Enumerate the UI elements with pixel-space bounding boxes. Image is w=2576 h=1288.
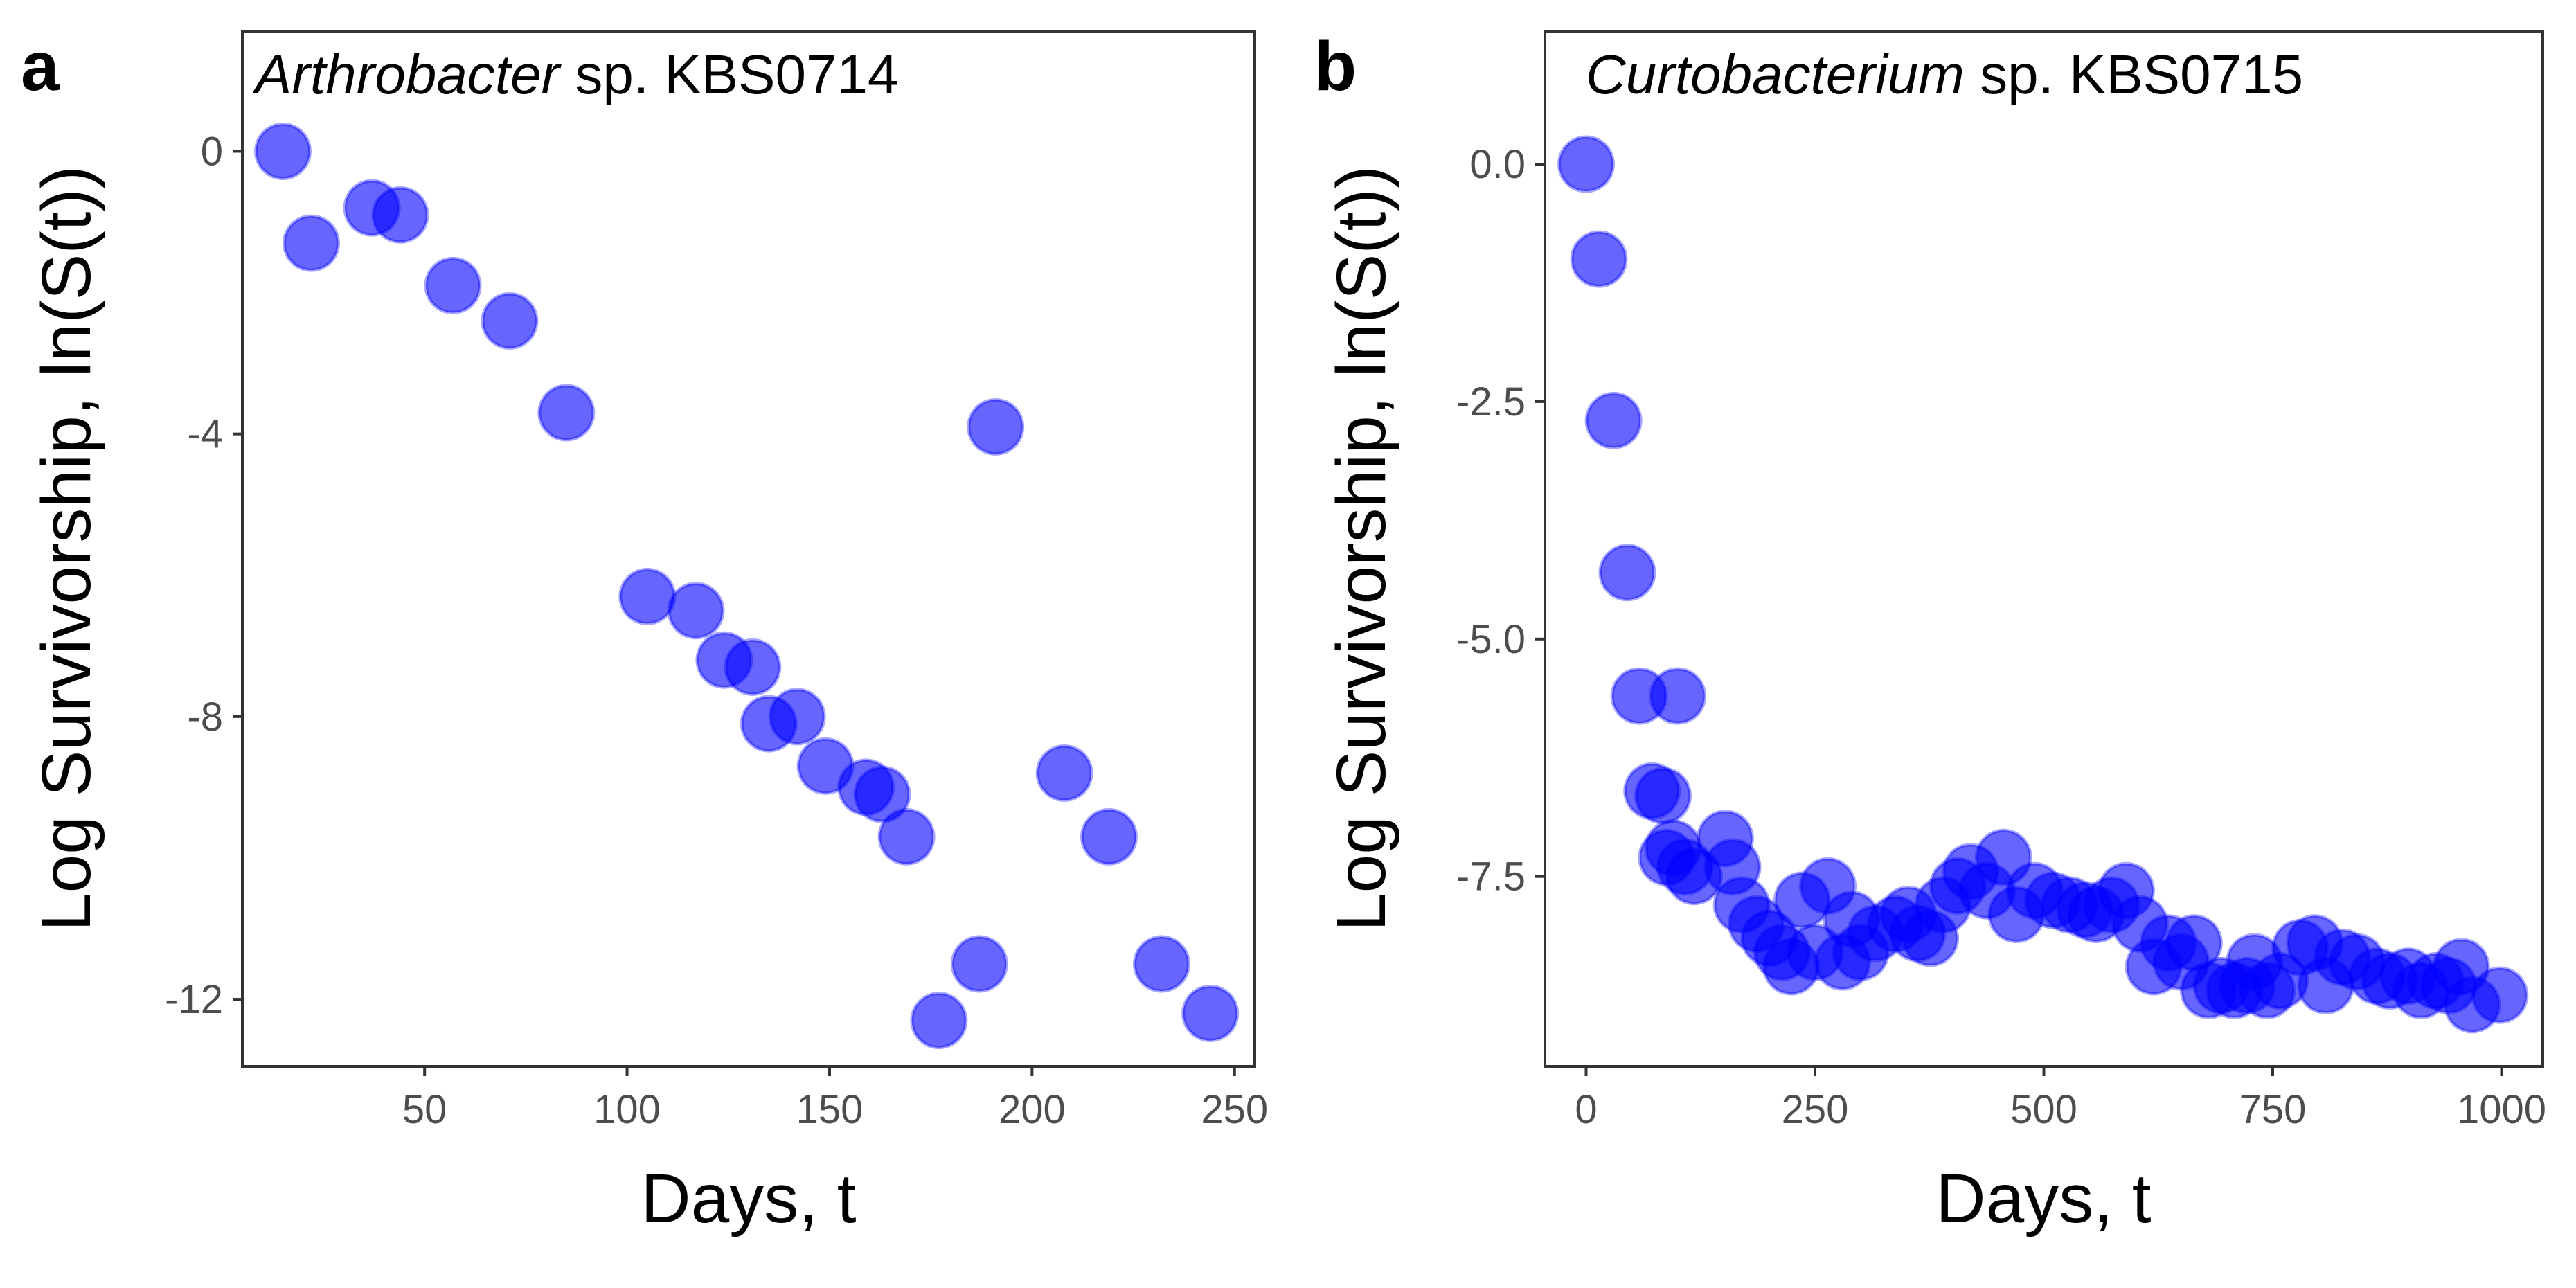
panel-a-title-rest: sp. KBS0714 bbox=[560, 44, 898, 105]
y-tick-label: -4 bbox=[187, 412, 223, 457]
data-point bbox=[2471, 966, 2529, 1024]
y-tick-label: 0 bbox=[201, 129, 223, 174]
x-tick-label: 200 bbox=[999, 1087, 1066, 1132]
data-point bbox=[667, 582, 725, 640]
data-point bbox=[1557, 135, 1615, 193]
data-point bbox=[424, 256, 482, 314]
data-point bbox=[910, 992, 968, 1050]
data-point bbox=[1649, 667, 1707, 725]
data-point bbox=[724, 638, 782, 696]
y-tick-label: -12 bbox=[165, 977, 223, 1022]
panel-a-x-axis-title: Days, t bbox=[641, 1160, 856, 1237]
data-point bbox=[877, 807, 936, 866]
data-point bbox=[618, 567, 677, 625]
data-point bbox=[1584, 391, 1643, 449]
panel-b-points bbox=[1557, 135, 2529, 1034]
panel-a-title: Arthrobacter sp. KBS0714 bbox=[252, 44, 898, 105]
panel-a-y-axis-title: Log Survivorship, ln(S(t)) bbox=[28, 166, 105, 931]
data-point bbox=[853, 765, 911, 823]
panel-a-y-ticks: 0 -4 -8 -12 bbox=[165, 129, 242, 1022]
data-point bbox=[1035, 744, 1093, 803]
panel-b-letter: b bbox=[1314, 28, 1357, 105]
x-tick-label: 750 bbox=[2239, 1087, 2307, 1132]
x-tick-label: 250 bbox=[1782, 1087, 1849, 1132]
panel-a-points bbox=[253, 122, 1240, 1050]
panel-b-x-ticks: 0 250 500 750 1000 bbox=[1575, 1066, 2546, 1132]
data-point bbox=[1132, 935, 1190, 993]
panel-a-plot-frame bbox=[241, 30, 1256, 1068]
data-point bbox=[282, 214, 340, 272]
x-tick-label: 0 bbox=[1575, 1087, 1597, 1132]
panel-b-x-axis-title: Days, t bbox=[1935, 1160, 2151, 1237]
data-point bbox=[481, 292, 539, 350]
panel-a-title-genus: Arthrobacter bbox=[252, 44, 562, 105]
panel-b-title-rest: sp. KBS0715 bbox=[1965, 44, 2303, 105]
x-tick-label: 250 bbox=[1201, 1087, 1268, 1132]
data-point bbox=[1634, 767, 1692, 825]
x-tick-label: 1000 bbox=[2457, 1087, 2546, 1132]
panel-b-y-axis-title: Log Survivorship, ln(S(t)) bbox=[1323, 166, 1400, 931]
x-tick-label: 150 bbox=[796, 1087, 864, 1132]
y-tick-label: 0.0 bbox=[1469, 142, 1526, 187]
panel-a: a Arthrobacter sp. KBS0714 50 100 150 200 25… bbox=[21, 28, 1268, 1237]
y-tick-label: -7.5 bbox=[1456, 855, 1526, 900]
x-tick-label: 500 bbox=[2010, 1087, 2077, 1132]
panel-b: b Curtobacterium sp. KBS0715 0 250 500 750 1… bbox=[1314, 28, 2546, 1237]
data-point bbox=[950, 935, 1008, 993]
data-point bbox=[1598, 544, 1656, 602]
data-point bbox=[1181, 984, 1240, 1042]
panel-a-x-ticks: 50 100 150 200 250 bbox=[402, 1066, 1268, 1132]
panel-b-y-ticks: 0.0 -2.5 -5.0 -7.5 bbox=[1456, 142, 1545, 900]
panel-a-letter: a bbox=[21, 28, 60, 105]
data-point bbox=[768, 688, 826, 746]
x-tick-label: 50 bbox=[402, 1087, 447, 1132]
data-point bbox=[371, 186, 429, 244]
x-tick-label: 100 bbox=[593, 1087, 661, 1132]
panel-b-title-genus: Curtobacterium bbox=[1586, 44, 1965, 105]
y-tick-label: -8 bbox=[187, 695, 223, 740]
panel-b-title: Curtobacterium sp. KBS0715 bbox=[1586, 44, 2303, 105]
data-point bbox=[1080, 807, 1138, 866]
data-point bbox=[253, 122, 312, 180]
y-tick-label: -2.5 bbox=[1456, 379, 1526, 424]
data-point bbox=[537, 384, 596, 442]
data-point bbox=[967, 397, 1025, 456]
y-tick-label: -5.0 bbox=[1456, 617, 1526, 662]
data-point bbox=[1570, 230, 1628, 288]
